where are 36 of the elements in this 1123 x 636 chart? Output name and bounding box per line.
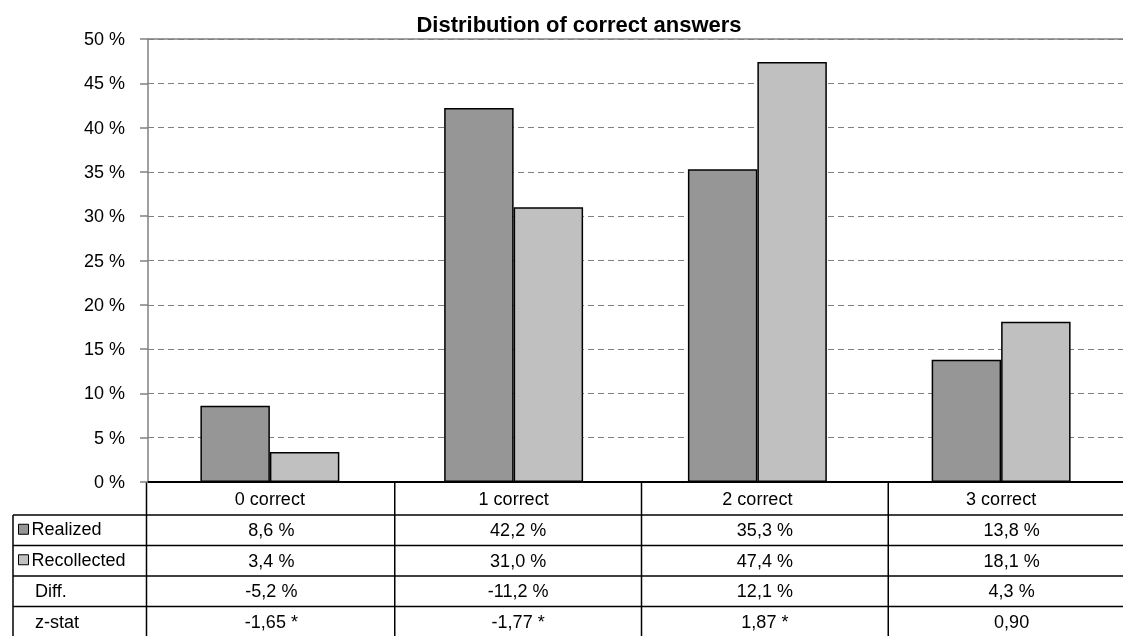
y-tick-label: 45 % bbox=[83, 73, 125, 94]
y-tick-label: 15 % bbox=[83, 339, 125, 360]
data-label: 13,8 % bbox=[983, 520, 1040, 541]
text: -5,2 % bbox=[245, 581, 298, 602]
data-label: 8,6 % bbox=[248, 520, 295, 541]
x-tick-label: 2 correct bbox=[722, 489, 793, 509]
text: -1,65 * bbox=[244, 611, 298, 632]
y-tick-label: 30 % bbox=[83, 206, 125, 227]
y-tick-label: 40 % bbox=[83, 117, 125, 138]
data-label: 31,0 % bbox=[490, 550, 547, 571]
data-label: 3,4 % bbox=[248, 550, 295, 571]
data-label: 35,3 % bbox=[736, 520, 793, 541]
data-label: 47,4 % bbox=[736, 550, 793, 571]
text: 12,1 % bbox=[736, 581, 793, 602]
legend-label: Recollected bbox=[31, 549, 126, 570]
x-tick-label: 3 correct bbox=[966, 489, 1037, 509]
chart-title: Distribution of correct answers bbox=[416, 11, 742, 37]
y-tick-label: 35 % bbox=[83, 161, 125, 182]
data-label: 18,1 % bbox=[983, 550, 1040, 571]
y-tick-label: 5 % bbox=[93, 427, 125, 448]
text: -1,77 * bbox=[491, 611, 545, 632]
text: 4,3 % bbox=[988, 581, 1035, 602]
legend-label: Realized bbox=[31, 519, 102, 540]
text: Diff. bbox=[35, 581, 67, 602]
y-tick-label: 20 % bbox=[83, 294, 125, 315]
x-tick-label: 1 correct bbox=[478, 489, 549, 509]
y-tick-label: 25 % bbox=[83, 250, 125, 271]
text: -11,2 % bbox=[487, 581, 549, 602]
text: 0,90 bbox=[994, 611, 1030, 632]
text: z-stat bbox=[35, 611, 80, 632]
data-label: 42,2 % bbox=[490, 520, 547, 541]
x-tick-label: 0 correct bbox=[234, 489, 305, 509]
text: 1,87 * bbox=[741, 611, 789, 632]
y-tick-label: 10 % bbox=[83, 383, 125, 404]
y-tick-label: 0 % bbox=[93, 472, 125, 492]
y-tick-label: 50 % bbox=[83, 29, 125, 49]
